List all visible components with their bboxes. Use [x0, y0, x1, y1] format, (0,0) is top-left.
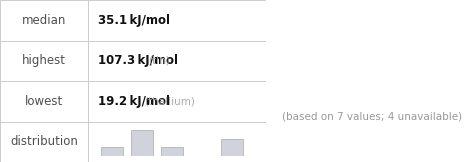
- Text: (thallium): (thallium): [144, 96, 195, 106]
- Text: 35.1 kJ/mol: 35.1 kJ/mol: [98, 14, 171, 27]
- Bar: [221, 139, 243, 156]
- Text: 19.2 kJ/mol: 19.2 kJ/mol: [98, 95, 171, 108]
- Bar: [161, 147, 183, 156]
- Text: (tin): (tin): [148, 56, 170, 66]
- Text: lowest: lowest: [25, 95, 63, 108]
- Text: 107.3 kJ/mol: 107.3 kJ/mol: [98, 54, 179, 67]
- Text: (based on 7 values; 4 unavailable): (based on 7 values; 4 unavailable): [282, 112, 462, 122]
- Text: median: median: [22, 14, 66, 27]
- Bar: [131, 130, 153, 156]
- Bar: [101, 147, 124, 156]
- Text: distribution: distribution: [10, 135, 78, 148]
- Text: highest: highest: [22, 54, 66, 67]
